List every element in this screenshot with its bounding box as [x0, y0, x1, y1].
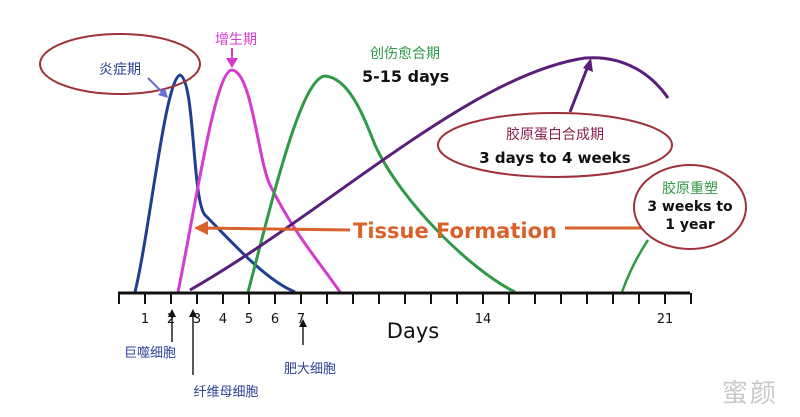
proliferation-curve	[176, 68, 342, 293]
tissue-formation-label: Tissue Formation	[353, 219, 557, 243]
inflammation-curve	[133, 73, 296, 294]
fibroblast-arrowhead	[189, 309, 197, 317]
axis-tick-label: 14	[475, 312, 492, 327]
collagen-synthesis-curve	[189, 56, 670, 292]
tissue-formation-arrowhead-left	[194, 221, 208, 235]
collagen-pointer-head	[583, 58, 593, 72]
proliferation-label: 增生期	[215, 32, 257, 48]
macrophage-arrowhead	[168, 309, 176, 317]
remodeling-curve	[620, 239, 650, 293]
inflammation-ellipse	[39, 33, 201, 95]
mast-cell-arrowhead	[299, 319, 307, 327]
watermark-logo: 蜜颜	[722, 379, 779, 409]
fibroblast-label: 纤维母细胞	[193, 385, 258, 400]
proliferation-pointer-head	[226, 58, 238, 68]
axis-tick-label: 6	[271, 312, 279, 327]
tissue-formation-arrow-left	[199, 226, 351, 232]
axis-tick-label: 1	[141, 312, 149, 327]
healing-duration: 5-15 days	[362, 67, 449, 86]
axis-tick-label: 2	[167, 312, 175, 327]
macrophage-label: 巨噬细胞	[124, 346, 176, 361]
remodeling-label: 胶原重塑	[662, 180, 718, 197]
axis-tick-label: 21	[657, 312, 674, 327]
remodeling-duration-line1: 3 weeks to	[647, 199, 733, 215]
remodeling-ellipse	[633, 164, 747, 250]
inflammation-pointer-head	[158, 88, 168, 98]
collagen-synthesis-duration: 3 days to 4 weeks	[479, 149, 631, 167]
axis-tick-labels: 1 2 3 4 5 6 7 14 21	[141, 312, 673, 327]
collagen-pointer	[568, 65, 590, 113]
axis-tick-label: 4	[219, 312, 227, 327]
collagen-synthesis-label: 胶原蛋白合成期	[506, 126, 604, 143]
remodeling-duration-line2: 1 year	[665, 217, 715, 233]
axis-tick-label: 5	[245, 312, 253, 327]
inflammation-label: 炎症期	[99, 62, 141, 78]
axis-ticks	[118, 293, 692, 304]
healing-curve	[246, 74, 516, 294]
healing-label: 创伤愈合期	[370, 46, 440, 62]
mast-cell-label: 肥大细胞	[284, 362, 336, 377]
axis-tick-label: 7	[297, 312, 305, 327]
days-axis-label: Days	[387, 319, 439, 343]
axis-tick-label: 3	[193, 312, 201, 327]
collagen-synthesis-ellipse	[437, 112, 673, 178]
